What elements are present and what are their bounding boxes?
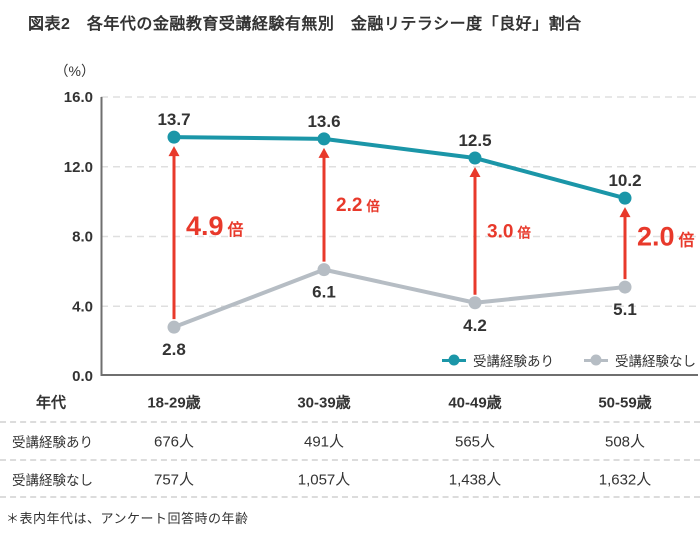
- table-cell: 491人: [303, 433, 345, 451]
- ratio-label: 4.9 倍: [186, 211, 244, 241]
- legend-label: 受講経験なし: [615, 354, 696, 369]
- table-row-label: 受講経験なし: [12, 472, 93, 488]
- legend-label: 受講経験あり: [473, 354, 554, 369]
- ratio-arrow-head: [168, 146, 180, 157]
- series-line-1: [172, 267, 627, 330]
- table-column-header: 30-39歳: [297, 394, 351, 412]
- data-point: [167, 130, 181, 144]
- table-column-header: 18-29歳: [147, 394, 201, 412]
- table-row: 受講経験あり 676人 491人 565人 508人: [0, 421, 700, 459]
- table-cell: 1,632人: [598, 471, 652, 488]
- y-tick-label: 8.0: [72, 229, 93, 246]
- data-point: [167, 320, 181, 334]
- table-header-label: 年代: [36, 394, 67, 412]
- table-row-label: 受講経験あり: [12, 435, 93, 450]
- legend-line-dot-icon: [584, 354, 608, 366]
- legend: 受講経験あり 受講経験なし: [442, 350, 696, 370]
- data-point: [468, 151, 482, 165]
- series-line-0: [172, 135, 627, 201]
- value-label: 6.1: [312, 283, 336, 302]
- data-point: [468, 296, 482, 310]
- legend-item-without-experience: 受講経験なし: [584, 350, 696, 370]
- data-point: [618, 280, 632, 294]
- y-axis-unit-label: （%）: [55, 63, 95, 79]
- table-row: 受講経験なし 757人 1,057人 1,438人 1,632人: [0, 459, 700, 498]
- table-header-row: 年代 18-29歳 30-39歳 40-49歳 50-59歳: [0, 383, 700, 421]
- table-cell: 1,438人: [448, 471, 502, 488]
- value-label: 2.8: [162, 340, 186, 359]
- chart-title: 図表2 各年代の金融教育受講経験有無別 金融リテラシー度「良好」割合: [28, 16, 582, 33]
- table-column-header: 40-49歳: [448, 394, 502, 412]
- legend-line-dot-icon: [442, 354, 466, 366]
- table-cell: 757人: [153, 471, 195, 488]
- y-tick-label: 16.0: [64, 89, 93, 106]
- ratio-arrow-head: [469, 167, 481, 178]
- table-column-header: 50-59歳: [598, 394, 652, 412]
- table-cell: 508人: [604, 433, 646, 451]
- table-cell: 565人: [454, 433, 496, 451]
- table-cell: 676人: [153, 433, 195, 451]
- y-tick-label: 4.0: [72, 298, 93, 315]
- footnote: ＊表内年代は、アンケート回答時の年齢: [6, 511, 249, 526]
- sample-size-table: 年代 18-29歳 30-39歳 40-49歳 50-59歳 受講経験あり 67…: [0, 383, 700, 498]
- data-point: [317, 132, 331, 146]
- value-label: 4.2: [463, 316, 487, 335]
- legend-item-with-experience: 受講経験あり: [442, 350, 554, 370]
- ratio-label: 3.0 倍: [487, 221, 531, 242]
- y-tick-label: 12.0: [64, 159, 93, 176]
- data-point: [618, 191, 632, 205]
- ratio-arrow-head: [318, 147, 330, 158]
- data-point: [317, 263, 331, 277]
- ratio-arrow-head: [619, 207, 631, 218]
- ratio-label: 2.0 倍: [637, 222, 695, 252]
- value-label: 12.5: [458, 131, 491, 150]
- y-tick-label: 0.0: [72, 368, 93, 384]
- value-label: 13.6: [307, 112, 340, 131]
- line-chart: （%） 16.0 12.0 8.0 4.0 0.0 13.7 13.6 12.5 10.2 2.8 6…: [55, 63, 698, 384]
- value-label: 13.7: [157, 110, 190, 129]
- value-label: 5.1: [613, 300, 637, 319]
- ratio-label: 2.2 倍: [336, 195, 380, 216]
- table-cell: 1,057人: [297, 471, 351, 488]
- value-label: 10.2: [608, 171, 641, 190]
